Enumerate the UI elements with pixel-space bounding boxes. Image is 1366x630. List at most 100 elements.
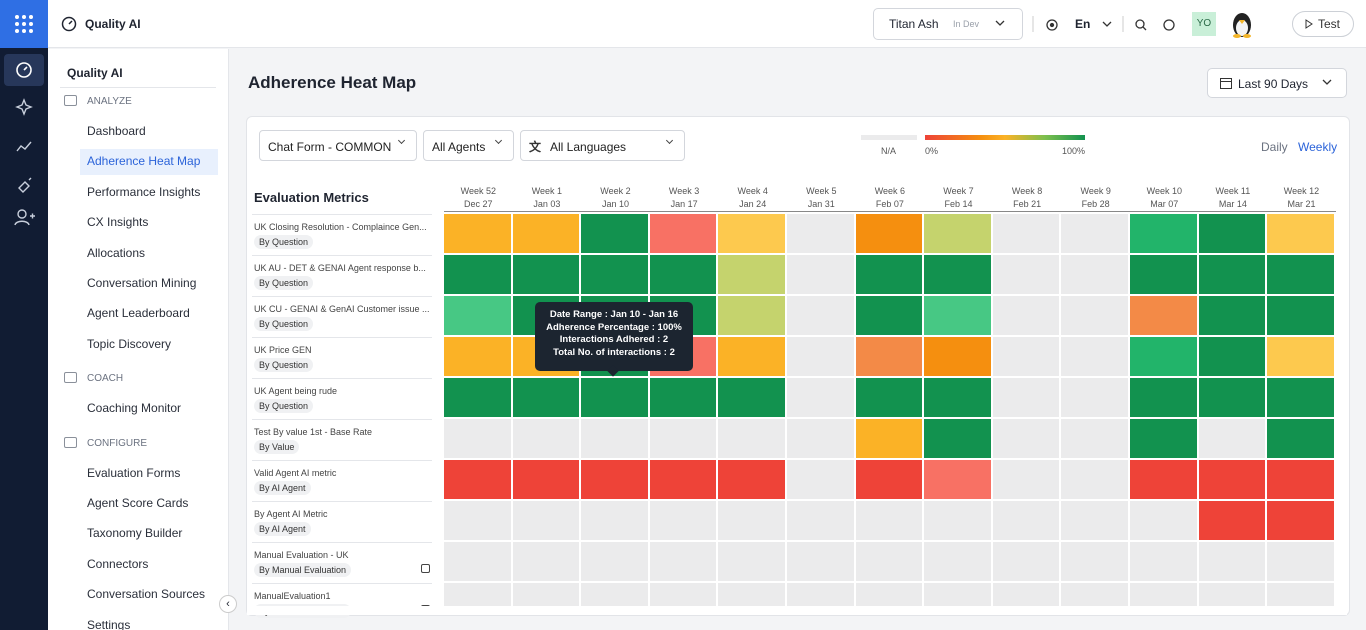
heatmap-cell[interactable] bbox=[855, 378, 923, 417]
heatmap-cell[interactable] bbox=[924, 501, 991, 540]
heatmap-cell[interactable] bbox=[1130, 255, 1197, 294]
heatmap-cell[interactable] bbox=[1061, 296, 1128, 335]
menu-item[interactable]: Conversation Sources bbox=[87, 587, 206, 602]
heatmap-cell[interactable] bbox=[1130, 419, 1197, 458]
heatmap-cell[interactable] bbox=[787, 583, 854, 606]
heatmap-cell[interactable] bbox=[787, 337, 854, 376]
heatmap-cell[interactable] bbox=[992, 255, 1060, 294]
menu-item[interactable]: Evaluation Forms bbox=[87, 465, 181, 480]
heatmap-cell[interactable] bbox=[1198, 460, 1266, 499]
heatmap-cell[interactable] bbox=[1130, 378, 1197, 417]
heatmap-cell[interactable] bbox=[1267, 337, 1334, 376]
heatmap-cell[interactable] bbox=[512, 214, 580, 253]
heatmap-cell[interactable] bbox=[924, 460, 991, 499]
heatmap-cell[interactable] bbox=[992, 337, 1060, 376]
heatmap-cell[interactable] bbox=[1198, 501, 1266, 540]
heatmap-cell[interactable] bbox=[718, 542, 785, 581]
heatmap-cell[interactable] bbox=[992, 378, 1060, 417]
test-button[interactable] bbox=[1292, 11, 1354, 37]
heatmap-cell[interactable] bbox=[855, 542, 923, 581]
heatmap-cell[interactable] bbox=[924, 378, 991, 417]
heatmap-cell[interactable] bbox=[512, 378, 580, 417]
heatmap-cell[interactable] bbox=[444, 460, 511, 499]
heatmap-cell[interactable] bbox=[1061, 583, 1128, 606]
heatmap-cell[interactable] bbox=[649, 378, 717, 417]
heatmap-cell[interactable] bbox=[855, 583, 923, 606]
menu-item[interactable]: Coaching Monitor bbox=[87, 401, 182, 416]
heatmap-cell[interactable] bbox=[787, 460, 854, 499]
heatmap-cell[interactable] bbox=[512, 255, 580, 294]
menu-item[interactable]: Dashboard bbox=[87, 124, 146, 138]
menu-item[interactable]: Connectors bbox=[87, 556, 149, 571]
menu-item[interactable]: Adherence Heat Map bbox=[87, 154, 201, 169]
heatmap-cell[interactable] bbox=[924, 583, 991, 606]
language[interactable]: En bbox=[1075, 17, 1091, 31]
heatmap-cell[interactable] bbox=[855, 460, 923, 499]
menu-item[interactable]: Agent Score Cards bbox=[87, 496, 189, 510]
heatmap-cell[interactable] bbox=[581, 542, 648, 581]
heatmap-cell[interactable] bbox=[787, 214, 854, 253]
heatmap-cell[interactable] bbox=[444, 583, 511, 606]
heatmap-cell[interactable] bbox=[718, 255, 785, 294]
heatmap-cell[interactable] bbox=[1267, 378, 1334, 417]
heatmap-cell[interactable] bbox=[1061, 460, 1128, 499]
heatmap-cell[interactable] bbox=[855, 337, 923, 376]
profile-picture[interactable] bbox=[1228, 10, 1256, 38]
heatmap-cell[interactable] bbox=[1130, 583, 1197, 606]
heatmap-cell[interactable] bbox=[1267, 419, 1334, 458]
heatmap-cell[interactable] bbox=[1198, 419, 1266, 458]
heatmap-cell[interactable] bbox=[924, 255, 991, 294]
heatmap-cell[interactable] bbox=[1061, 337, 1128, 376]
heatmap-cell[interactable] bbox=[855, 419, 923, 458]
heatmap-cell[interactable] bbox=[444, 214, 511, 253]
heatmap-cell[interactable] bbox=[718, 296, 785, 335]
heatmap-cell[interactable] bbox=[718, 583, 785, 606]
heatmap-cell[interactable] bbox=[992, 501, 1060, 540]
heatmap-cell[interactable] bbox=[787, 542, 854, 581]
heatmap-cell[interactable] bbox=[512, 583, 580, 606]
heatmap-cell[interactable] bbox=[649, 214, 717, 253]
heatmap-cell[interactable] bbox=[512, 542, 580, 581]
heatmap-cell[interactable] bbox=[1267, 255, 1334, 294]
heatmap-cell[interactable] bbox=[1130, 296, 1197, 335]
heatmap-cell[interactable] bbox=[855, 255, 923, 294]
heatmap-cell[interactable] bbox=[1130, 214, 1197, 253]
heatmap-cell[interactable] bbox=[1061, 542, 1128, 581]
heatmap-cell[interactable] bbox=[649, 583, 717, 606]
filter-select[interactable] bbox=[259, 130, 417, 161]
heatmap-cell[interactable] bbox=[444, 255, 511, 294]
heatmap-cell[interactable] bbox=[855, 501, 923, 540]
menu-item[interactable]: Performance Insights bbox=[87, 184, 201, 199]
view-toggle[interactable]: Daily bbox=[1261, 140, 1288, 154]
menu-item[interactable]: Taxonomy Builder bbox=[87, 526, 183, 541]
heatmap-cell[interactable] bbox=[581, 501, 648, 540]
heatmap-cell[interactable] bbox=[855, 214, 923, 253]
heatmap-cell[interactable] bbox=[1267, 583, 1334, 606]
heatmap-cell[interactable] bbox=[1198, 337, 1266, 376]
heatmap-cell[interactable] bbox=[444, 419, 511, 458]
heatmap-cell[interactable] bbox=[787, 378, 854, 417]
heatmap-cell[interactable] bbox=[649, 460, 717, 499]
heatmap-cell[interactable] bbox=[787, 255, 854, 294]
heatmap-cell[interactable] bbox=[924, 337, 991, 376]
heatmap-cell[interactable] bbox=[1267, 501, 1334, 540]
heatmap-cell[interactable] bbox=[718, 378, 785, 417]
heatmap-cell[interactable] bbox=[444, 542, 511, 581]
heatmap-cell[interactable] bbox=[444, 378, 511, 417]
menu-item[interactable]: Allocations bbox=[87, 245, 146, 260]
heatmap-cell[interactable] bbox=[992, 214, 1060, 253]
heatmap-cell[interactable] bbox=[512, 501, 580, 540]
heatmap-cell[interactable] bbox=[1267, 542, 1334, 581]
heatmap-cell[interactable] bbox=[649, 501, 717, 540]
range-select[interactable] bbox=[1207, 68, 1347, 98]
heatmap-cell[interactable] bbox=[1061, 214, 1128, 253]
heatmap-cell[interactable] bbox=[718, 501, 785, 540]
heatmap-cell[interactable] bbox=[1130, 460, 1197, 499]
heatmap-cell[interactable] bbox=[512, 460, 580, 499]
heatmap-cell[interactable] bbox=[787, 419, 854, 458]
heatmap-cell[interactable] bbox=[1130, 542, 1197, 581]
heatmap-cell[interactable] bbox=[444, 337, 511, 376]
view-toggle[interactable]: Weekly bbox=[1298, 140, 1338, 154]
heatmap-cell[interactable] bbox=[924, 542, 991, 581]
heatmap-cell[interactable] bbox=[1198, 542, 1266, 581]
